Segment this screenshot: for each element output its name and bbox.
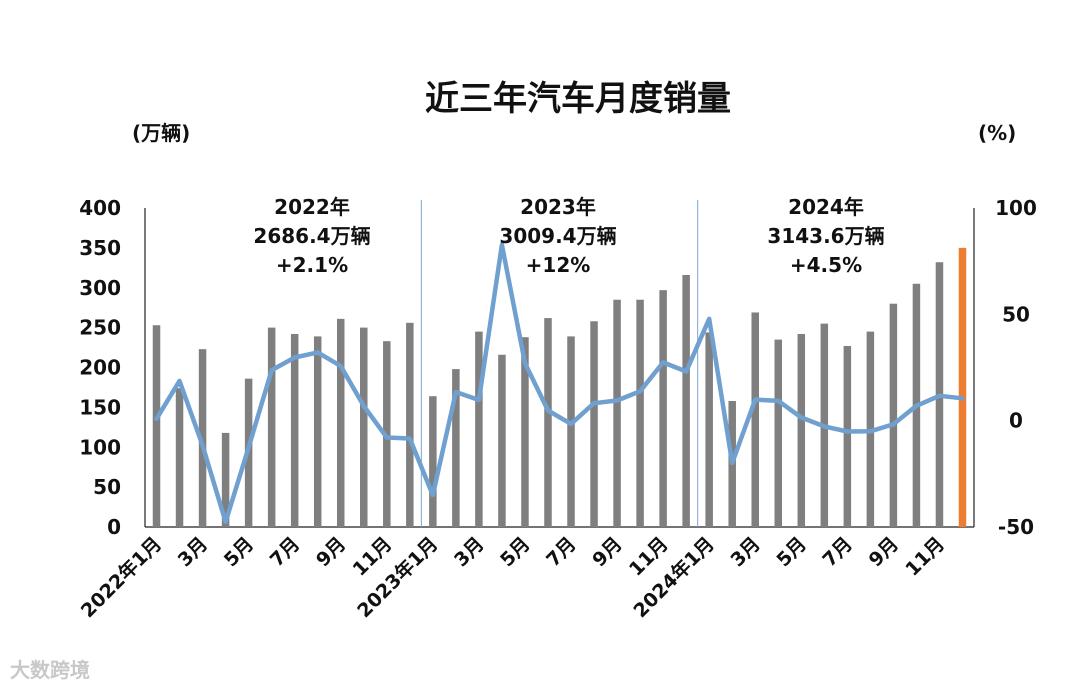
x-tick-14: 3月 bbox=[726, 533, 764, 571]
brand-watermark: 大数跨境 bbox=[10, 654, 90, 683]
bar-14 bbox=[452, 369, 460, 527]
bar-27 bbox=[751, 312, 759, 527]
left-tick-150: 150 bbox=[79, 395, 121, 419]
x-tick-17: 9月 bbox=[865, 533, 903, 571]
x-tick-18: 11月 bbox=[901, 533, 949, 581]
bar-10 bbox=[360, 327, 368, 527]
bar-25 bbox=[705, 332, 713, 527]
x-tick-2: 3月 bbox=[174, 533, 212, 571]
bar-1 bbox=[152, 325, 161, 527]
bar-22 bbox=[636, 299, 644, 527]
x-tick-4: 7月 bbox=[266, 533, 304, 571]
annotation-2024年: 2024年 3143.6万辆 +4.5% bbox=[767, 195, 884, 277]
bar-8 bbox=[313, 336, 322, 527]
x-tick-5: 9月 bbox=[312, 533, 350, 571]
bar-2 bbox=[175, 388, 184, 527]
x-tick-8: 3月 bbox=[450, 533, 488, 571]
bar-33 bbox=[889, 303, 898, 527]
left-tick-350: 350 bbox=[79, 236, 121, 260]
annotation-growth: +12% bbox=[526, 253, 591, 277]
right-tick-0: 0 bbox=[1009, 409, 1023, 433]
bar-3 bbox=[198, 349, 207, 527]
left-tick-0: 0 bbox=[107, 515, 121, 539]
right-tick--50: -50 bbox=[998, 515, 1034, 539]
bar-17 bbox=[521, 337, 529, 527]
bar-36 bbox=[958, 247, 967, 527]
chart-title: 近三年汽车月度销量 bbox=[425, 79, 731, 119]
bar-24 bbox=[682, 274, 690, 527]
right-tick-100: 100 bbox=[995, 196, 1037, 220]
brand-text: 大数跨境 bbox=[10, 658, 90, 682]
right-axis-unit: (%) bbox=[978, 121, 1016, 145]
left-tick-250: 250 bbox=[79, 316, 121, 340]
annotation-growth: +2.1% bbox=[276, 253, 348, 277]
bar-31 bbox=[843, 345, 852, 527]
annotation-total: 3143.6万辆 bbox=[767, 224, 884, 248]
x-tick-9: 5月 bbox=[496, 533, 534, 571]
bar-23 bbox=[659, 290, 667, 527]
left-tick-400: 400 bbox=[79, 196, 121, 220]
annotation-total: 3009.4万辆 bbox=[499, 224, 616, 248]
axes bbox=[144, 208, 975, 528]
left-tick-300: 300 bbox=[79, 276, 121, 300]
growth-line bbox=[154, 242, 965, 525]
left-tick-200: 200 bbox=[79, 356, 121, 380]
bar-series bbox=[152, 247, 967, 527]
bar-16 bbox=[498, 354, 506, 527]
left-axis-ticks: 400 350 300 250 200 150 100 50 0 bbox=[79, 196, 121, 539]
bar-7 bbox=[290, 334, 299, 527]
annotation-year: 2023年 bbox=[520, 195, 596, 219]
bar-21 bbox=[613, 299, 621, 527]
bar-20 bbox=[590, 321, 598, 527]
left-tick-100: 100 bbox=[79, 435, 121, 459]
bar-19 bbox=[567, 336, 575, 527]
right-tick-50: 50 bbox=[1002, 302, 1030, 326]
right-axis-ticks: 100 50 0 -50 bbox=[995, 196, 1037, 539]
x-tick-10: 7月 bbox=[542, 533, 580, 571]
year-dividers bbox=[420, 200, 699, 527]
annotation-growth: +4.5% bbox=[790, 253, 862, 277]
x-tick-11: 9月 bbox=[588, 533, 626, 571]
x-tick-16: 7月 bbox=[819, 533, 857, 571]
bar-6 bbox=[267, 327, 276, 527]
annotation-year: 2022年 bbox=[274, 195, 350, 219]
annotation-year: 2024年 bbox=[788, 195, 864, 219]
left-tick-50: 50 bbox=[93, 475, 121, 499]
x-tick-3: 5月 bbox=[220, 533, 258, 571]
bar-12 bbox=[406, 322, 414, 527]
annotation-2022年: 2022年 2686.4万辆 +2.1% bbox=[253, 195, 370, 277]
left-axis-unit: (万辆) bbox=[132, 121, 190, 145]
bar-28 bbox=[774, 339, 783, 527]
annotation-total: 2686.4万辆 bbox=[253, 224, 370, 248]
x-tick-1: 2022年1月 bbox=[76, 532, 166, 622]
bar-18 bbox=[544, 318, 552, 527]
bar-13 bbox=[429, 396, 437, 527]
bar-4 bbox=[221, 432, 230, 527]
bar-9 bbox=[336, 318, 345, 527]
annotation-2023年: 2023年 3009.4万辆 +12% bbox=[499, 195, 616, 277]
bar-29 bbox=[797, 334, 806, 527]
bar-15 bbox=[475, 331, 483, 527]
year-annotations: 2022年 2686.4万辆 +2.1% 2023年 3009.4万辆 +12% 2024年… bbox=[253, 195, 884, 277]
growth-line-series bbox=[154, 242, 965, 525]
x-tick-15: 5月 bbox=[772, 533, 810, 571]
